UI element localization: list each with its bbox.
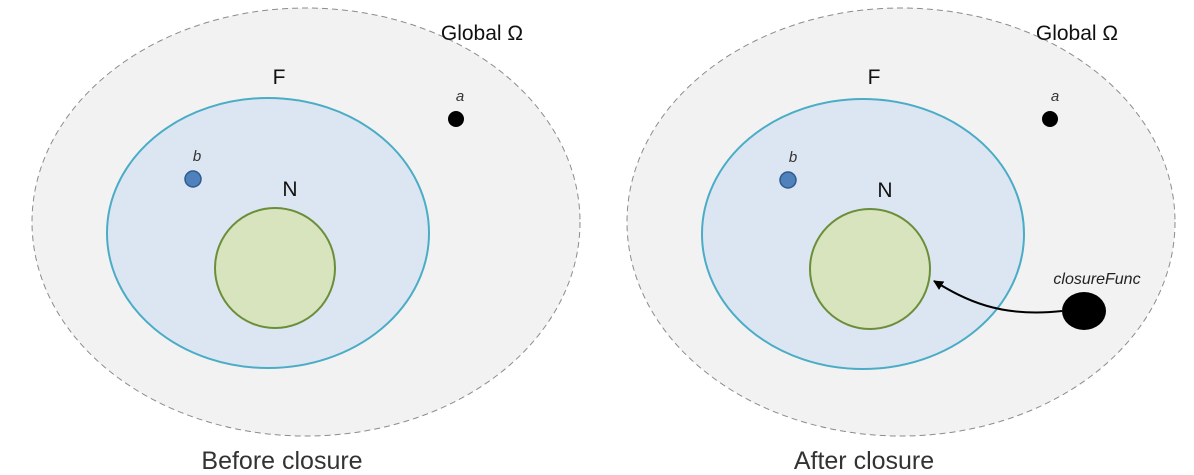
n-scope-circle [809,208,931,330]
n-scope-label: N [282,178,297,201]
global-scope-label: Global Ω [441,22,523,45]
variable-a-label: a [1051,88,1059,105]
f-scope-label: F [273,66,286,89]
variable-b-dot [184,170,202,188]
closure-func-dot [1062,292,1106,330]
variable-b-label: b [789,149,797,166]
variable-a-dot [1042,111,1058,127]
panel-caption: Before closure [201,447,362,475]
panel-caption: After closure [794,447,934,475]
global-scope-label: Global Ω [1036,22,1118,45]
n-scope-label: N [877,179,892,202]
closure-reference-arrow [933,280,1063,314]
n-scope-circle [214,207,336,329]
variable-b-label: b [193,148,201,165]
panel-after: Global Ω F N b a closureFunc After closu… [626,7,1176,475]
variable-a-dot [448,111,464,127]
variable-a-label: a [456,88,464,105]
variable-b-dot [779,171,797,189]
f-scope-label: F [868,66,881,89]
panel-before: Global Ω F N b a Before closure [31,7,581,475]
closure-func-label: closureFunc [1053,271,1140,288]
